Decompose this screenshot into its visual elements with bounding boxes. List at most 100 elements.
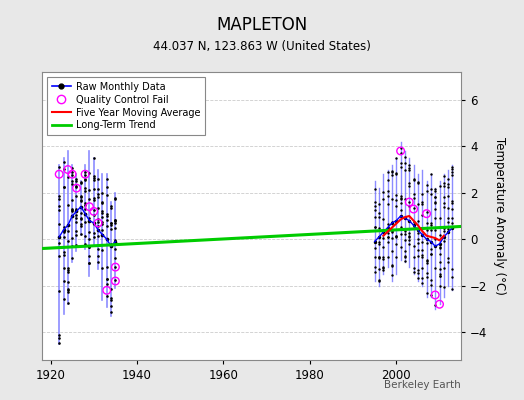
- Point: [94, 227, 102, 233]
- Point: [440, 204, 448, 210]
- Point: [63, 228, 72, 234]
- Point: [90, 177, 98, 184]
- Point: [379, 228, 388, 234]
- Point: [72, 214, 81, 221]
- Point: [392, 202, 400, 209]
- Point: [103, 276, 111, 282]
- Point: [85, 215, 94, 221]
- Point: [55, 239, 63, 246]
- Point: [68, 165, 77, 171]
- Point: [90, 195, 98, 201]
- Point: [63, 166, 72, 173]
- Point: [85, 260, 94, 267]
- Point: [431, 206, 440, 212]
- Point: [103, 184, 111, 191]
- Point: [63, 286, 72, 293]
- Point: [81, 206, 89, 212]
- Point: [77, 220, 85, 227]
- Point: [392, 233, 400, 239]
- Point: [111, 264, 119, 270]
- Point: [397, 244, 405, 250]
- Point: [370, 245, 379, 252]
- Point: [94, 223, 102, 229]
- Point: [94, 219, 102, 225]
- Point: [107, 295, 115, 302]
- Point: [81, 168, 89, 175]
- Point: [98, 265, 106, 272]
- Point: [422, 256, 431, 263]
- Point: [72, 193, 81, 199]
- Point: [370, 224, 379, 230]
- Point: [435, 259, 444, 265]
- Point: [449, 266, 457, 272]
- Point: [379, 216, 388, 223]
- Point: [111, 218, 119, 224]
- Point: [431, 227, 440, 233]
- Point: [72, 242, 81, 248]
- Point: [435, 273, 444, 279]
- Point: [431, 243, 440, 249]
- Point: [449, 198, 457, 204]
- Point: [370, 214, 379, 220]
- Point: [397, 148, 405, 154]
- Point: [72, 185, 81, 191]
- Point: [59, 224, 68, 230]
- Point: [59, 166, 68, 172]
- Point: [375, 214, 383, 220]
- Point: [90, 220, 98, 226]
- Point: [444, 180, 452, 187]
- Point: [72, 227, 81, 234]
- Point: [370, 254, 379, 260]
- Point: [449, 286, 457, 292]
- Point: [401, 248, 409, 254]
- Point: [444, 229, 452, 236]
- Point: [397, 144, 405, 151]
- Point: [72, 212, 81, 218]
- Point: [431, 236, 440, 242]
- Point: [444, 205, 452, 212]
- Point: [388, 229, 396, 235]
- Point: [422, 274, 431, 280]
- Point: [55, 253, 63, 260]
- Point: [103, 192, 111, 198]
- Point: [444, 215, 452, 221]
- Point: [388, 272, 396, 278]
- Point: [388, 169, 396, 175]
- Point: [63, 222, 72, 228]
- Point: [379, 244, 388, 250]
- Point: [409, 222, 418, 228]
- Point: [422, 260, 431, 266]
- Point: [103, 236, 111, 242]
- Point: [397, 160, 405, 167]
- Point: [405, 218, 413, 224]
- Point: [63, 268, 72, 275]
- Point: [427, 191, 435, 197]
- Point: [401, 258, 409, 264]
- Point: [55, 335, 63, 341]
- Point: [68, 181, 77, 188]
- Point: [388, 235, 396, 242]
- Point: [444, 219, 452, 225]
- Point: [392, 171, 400, 178]
- Point: [85, 243, 94, 249]
- Point: [440, 234, 448, 240]
- Point: [63, 202, 72, 209]
- Point: [63, 238, 72, 244]
- Point: [55, 220, 63, 227]
- Legend: Raw Monthly Data, Quality Control Fail, Five Year Moving Average, Long-Term Tren: Raw Monthly Data, Quality Control Fail, …: [47, 77, 205, 135]
- Point: [90, 229, 98, 236]
- Point: [90, 208, 98, 214]
- Point: [392, 170, 400, 176]
- Point: [111, 264, 119, 270]
- Point: [418, 224, 427, 231]
- Point: [414, 179, 422, 185]
- Point: [375, 234, 383, 240]
- Point: [427, 238, 435, 245]
- Point: [440, 182, 448, 189]
- Point: [370, 186, 379, 192]
- Point: [379, 229, 388, 236]
- Point: [444, 223, 452, 230]
- Point: [77, 197, 85, 204]
- Point: [81, 187, 89, 194]
- Point: [103, 275, 111, 282]
